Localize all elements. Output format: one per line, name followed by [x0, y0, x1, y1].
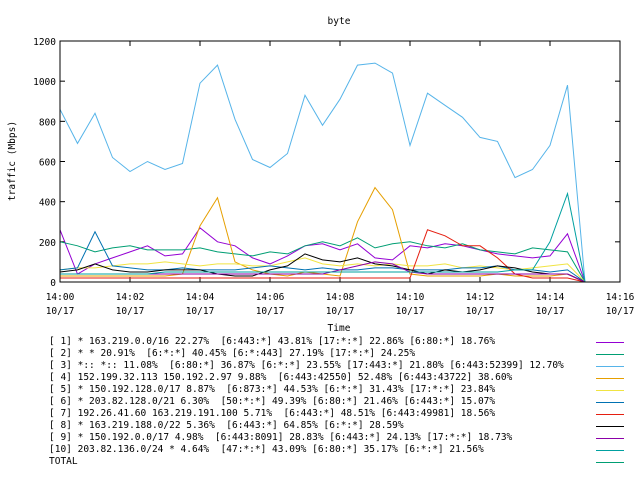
x-tick-date-label: 10/17 — [256, 306, 285, 317]
chart-title: byte — [328, 16, 351, 27]
y-tick-label: 0 — [50, 278, 56, 289]
legend-entry: [ 9] * 150.192.0.0/17 4.98% [6:443:8091]… — [49, 432, 513, 443]
legend-swatch — [596, 342, 624, 343]
y-tick-label: 1200 — [33, 37, 56, 48]
series-line-5 — [59, 257, 586, 283]
x-tick-date-label: 10/17 — [116, 306, 145, 317]
x-tick-date-label: 10/17 — [606, 306, 635, 317]
legend-entry: [ 4] 152.199.32.113 150.192.2.97 9.88% [… — [49, 372, 513, 383]
x-tick-time-label: 14:00 — [46, 292, 75, 303]
legend-swatch — [596, 462, 624, 463]
x-tick-time-label: 14:16 — [606, 292, 635, 303]
legend-swatch — [596, 450, 624, 451]
y-axis-label: traffic (Mbps) — [7, 121, 18, 201]
x-tick-date-label: 10/17 — [326, 306, 355, 317]
x-tick-time-label: 14:04 — [186, 292, 215, 303]
series-line-2 — [59, 237, 586, 283]
plot-frame — [59, 40, 621, 283]
legend-swatch — [596, 354, 624, 355]
y-tick-label: 1000 — [33, 77, 56, 88]
series-line-7 — [60, 229, 586, 283]
x-tick-time-label: 14:02 — [116, 292, 145, 303]
legend-swatch — [596, 390, 624, 391]
x-tick-time-label: 14:14 — [536, 292, 565, 303]
series-lines — [59, 62, 586, 283]
legend-entry: [ 2] * * 20.91% [6:*:*] 40.45% [6:*:443]… — [49, 348, 416, 359]
legend-entry: [ 5] * 150.192.128.0/17 8.87% [6:873:*] … — [49, 384, 496, 395]
y-tick-label: 200 — [39, 238, 56, 249]
legend-entry: [ 8] * 163.219.188.0/22 5.36% [6:443:*] … — [49, 420, 404, 431]
legend-entry: [ 1] * 163.219.0.0/16 22.27% [6:443:*] 4… — [49, 336, 496, 347]
y-tick-label: 400 — [39, 198, 56, 209]
x-tick-time-label: 14:10 — [396, 292, 425, 303]
legend-swatch — [596, 402, 624, 403]
legend-swatch — [596, 378, 624, 379]
series-line-10 — [60, 191, 586, 283]
y-tick-label: 800 — [39, 117, 56, 128]
y-axis-ticks: 0 200 400 600 800 1000 1200 — [33, 37, 620, 289]
legend-swatch — [596, 414, 624, 415]
x-tick-date-label: 10/17 — [46, 306, 75, 317]
series-line-8 — [59, 253, 586, 283]
series-line-3 — [59, 62, 586, 283]
x-tick-date-label: 10/17 — [186, 306, 215, 317]
legend-entry: TOTAL — [49, 456, 78, 467]
x-tick-date-label: 10/17 — [536, 306, 565, 317]
legend-swatch — [596, 426, 624, 427]
x-tick-date-label: 10/17 — [396, 306, 425, 317]
legend-swatch — [596, 366, 624, 367]
legend-entry: [ 6] * 203.82.128.0/21 6.30% [50:*:*] 49… — [49, 396, 496, 407]
series-line-1 — [59, 227, 586, 283]
legend-swatch — [596, 438, 624, 439]
y-tick-label: 600 — [39, 158, 56, 169]
x-tick-date-label: 10/17 — [466, 306, 495, 317]
legend-entry: [ 7] 192.26.41.60 163.219.191.100 5.71% … — [49, 408, 496, 419]
x-axis-label: Time — [328, 323, 351, 334]
x-tick-time-label: 14:12 — [466, 292, 495, 303]
legend-entry: [10] 203.82.136.0/24 * 4.64% [47:*:*] 43… — [49, 444, 484, 455]
x-tick-time-label: 14:08 — [326, 292, 355, 303]
legend-entry: [ 3] *:: *:: 11.08% [6:80:*] 36.87% [6:*… — [49, 360, 564, 371]
x-tick-time-label: 14:06 — [256, 292, 285, 303]
